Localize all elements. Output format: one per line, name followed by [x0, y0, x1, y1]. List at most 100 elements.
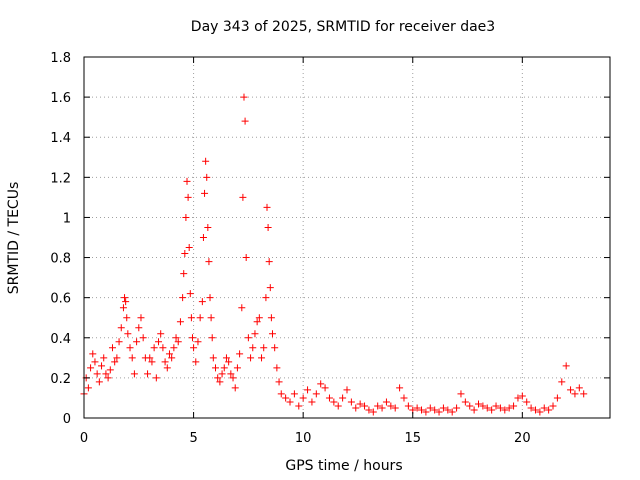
data-point: [203, 173, 211, 181]
x-tick-label: 5: [189, 431, 197, 446]
data-point: [229, 374, 237, 382]
data-point: [244, 334, 252, 342]
data-point: [93, 370, 101, 378]
data-point: [475, 400, 482, 408]
data-point: [444, 406, 452, 414]
data-point: [113, 354, 121, 362]
x-axis-label: GPS time / hours: [285, 458, 402, 474]
data-point: [126, 344, 134, 352]
data-point: [100, 354, 108, 362]
data-point: [470, 406, 478, 414]
data-point: [262, 294, 270, 302]
data-point: [339, 394, 347, 402]
data-point: [258, 354, 266, 362]
x-tick-labels: 0 5 10 15 20: [80, 431, 531, 446]
data-point: [206, 294, 214, 302]
data-point: [124, 330, 132, 338]
data-point: [186, 290, 194, 298]
data-point: [212, 364, 219, 372]
data-point: [488, 406, 496, 414]
data-point: [273, 364, 281, 372]
data-point: [330, 398, 338, 406]
data-point: [496, 404, 504, 412]
data-point: [139, 334, 147, 342]
y-tick-labels: 0 0.2 0.4 0.6 0.8 1 1.2 1.4 1.6 1.8: [50, 51, 71, 427]
y-tick-label: 1.6: [50, 91, 71, 106]
data-point: [121, 294, 129, 302]
x-tick-label: 10: [295, 431, 312, 446]
data-point: [263, 203, 271, 211]
y-axis-label: SRMTID / TECUs: [6, 182, 22, 295]
data-point: [122, 298, 130, 306]
chart-title: Day 343 of 2025, SRMTID for receiver dae…: [191, 19, 495, 35]
data-point: [264, 223, 272, 231]
data-point: [382, 398, 390, 406]
data-point: [545, 406, 553, 414]
data-point: [277, 390, 285, 398]
data-point: [185, 244, 193, 252]
data-point: [422, 408, 430, 416]
data-point: [295, 402, 303, 410]
data-point: [448, 408, 456, 416]
data-point: [253, 318, 261, 326]
data-point: [115, 338, 123, 346]
data-point: [457, 390, 465, 398]
data-point: [266, 284, 274, 292]
data-point: [108, 344, 116, 352]
data-point: [209, 354, 217, 362]
data-point: [174, 338, 182, 346]
data-point: [184, 193, 192, 201]
x-tick-label: 20: [514, 431, 531, 446]
data-point: [170, 344, 178, 352]
data-point: [518, 392, 526, 400]
data-point: [216, 378, 224, 386]
data-point: [426, 404, 434, 412]
axis-ticks: [83, 56, 610, 419]
data-point: [98, 362, 106, 370]
data-point: [123, 314, 131, 322]
data-point: [225, 358, 233, 366]
data-point: [249, 344, 257, 352]
y-tick-label: 0.6: [50, 292, 71, 307]
y-tick-label: 1.8: [50, 51, 71, 66]
data-point: [325, 394, 333, 402]
data-point: [514, 394, 522, 402]
data-point: [218, 370, 226, 378]
data-point: [202, 157, 210, 165]
data-point: [196, 314, 204, 322]
data-point: [505, 404, 513, 412]
data-point: [214, 374, 222, 382]
data-point: [317, 380, 325, 388]
x-tick-label: 0: [80, 431, 88, 446]
data-point: [135, 324, 143, 332]
data-point: [198, 298, 206, 306]
data-point: [553, 394, 561, 402]
data-point: [194, 338, 202, 346]
data-point: [571, 390, 579, 398]
data-point: [192, 358, 200, 366]
data-point: [321, 384, 329, 392]
data-point: [238, 304, 246, 312]
data-point: [241, 117, 249, 125]
data-point: [182, 213, 190, 221]
data-point: [282, 394, 290, 402]
data-point: [387, 402, 395, 410]
data-point: [233, 364, 241, 372]
data-point: [227, 370, 235, 378]
data-point: [117, 324, 125, 332]
data-point: [199, 234, 207, 241]
data-point: [461, 398, 469, 406]
data-point: [242, 254, 250, 262]
data-point: [391, 404, 399, 412]
data-point: [251, 330, 259, 338]
data-point: [501, 406, 509, 414]
data-point: [361, 402, 369, 410]
data-point: [144, 370, 152, 378]
data-point: [207, 314, 215, 322]
data-point: [220, 364, 228, 372]
data-point: [267, 314, 275, 322]
data-point: [356, 400, 364, 408]
data-point: [299, 394, 307, 402]
data-point: [181, 250, 189, 258]
data-point: [268, 330, 276, 338]
